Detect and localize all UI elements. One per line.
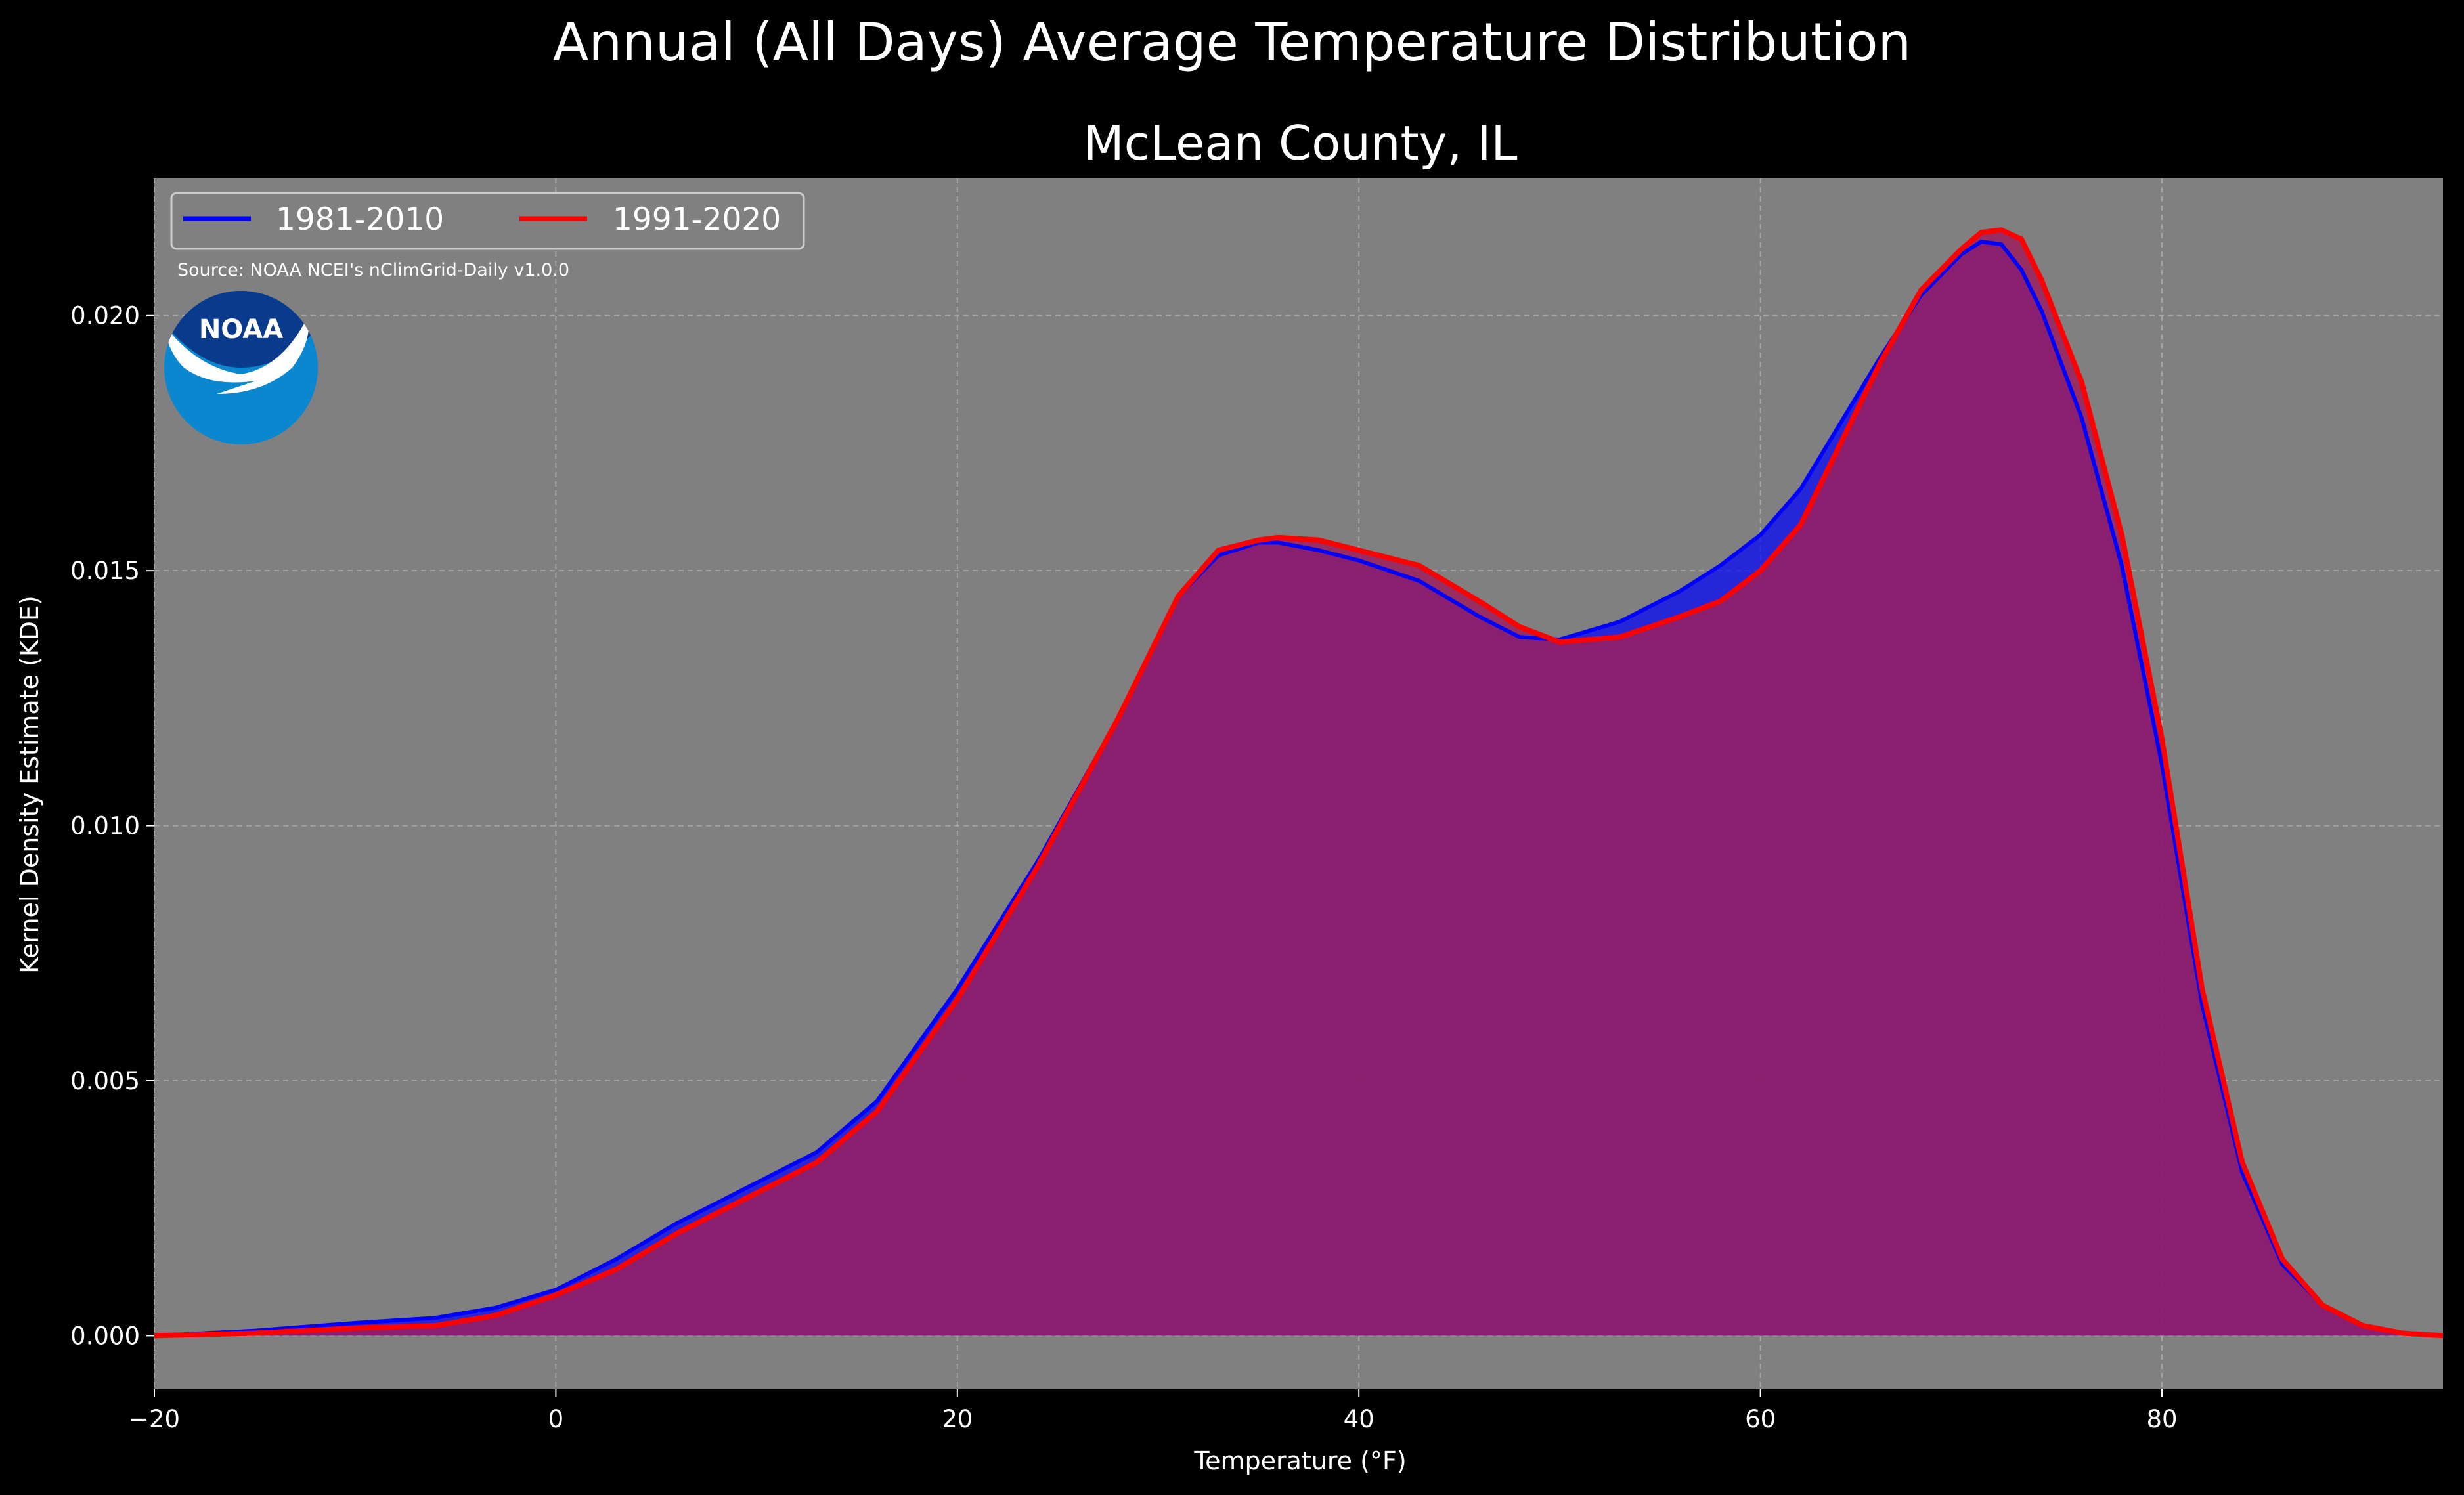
legend-label-1981-2010: 1981-2010 xyxy=(276,202,444,238)
y-tick-label: 0.000 xyxy=(70,1322,140,1350)
series-fills xyxy=(154,230,2443,1336)
y-tick-label: 0.020 xyxy=(70,302,140,330)
chart-title: Annual (All Days) Average Temperature Di… xyxy=(553,12,1911,73)
x-tick-label: 20 xyxy=(942,1405,973,1433)
legend-box xyxy=(170,192,805,250)
x-tick-label: 60 xyxy=(1745,1405,1776,1433)
x-axis-label: Temperature (°F) xyxy=(1193,1446,1406,1475)
series-line-1991-2020 xyxy=(154,227,2444,1339)
series-area-1991-2020 xyxy=(154,230,2443,1336)
series-line-1981-2010 xyxy=(154,240,2444,1338)
y-axis-label: Kernel Density Estimate (KDE) xyxy=(15,596,44,974)
y-tick-label: 0.010 xyxy=(70,812,140,840)
source-note: Source: NOAA NCEI's nClimGrid-Daily v1.0… xyxy=(177,260,569,280)
legend: 1981-2010 1991-2020 xyxy=(170,192,805,250)
legend-label-1991-2020: 1991-2020 xyxy=(613,202,781,238)
y-tick-label: 0.005 xyxy=(70,1067,140,1095)
x-tick-label: 40 xyxy=(1344,1405,1375,1433)
series-lines xyxy=(154,227,2444,1339)
x-tick-label: 80 xyxy=(2146,1405,2177,1433)
y-tick-label: 0.015 xyxy=(70,557,140,585)
axis-ticks: −20 0 20 40 60 80 0.000 0.005 0.010 0.015 0.020 xyxy=(70,302,2178,1433)
chart-subtitle: McLean County, IL xyxy=(1083,116,1517,171)
x-tick-label: −20 xyxy=(129,1405,180,1433)
x-tick-label: 0 xyxy=(548,1405,564,1433)
noaa-logo-text: NOAA xyxy=(199,314,283,345)
